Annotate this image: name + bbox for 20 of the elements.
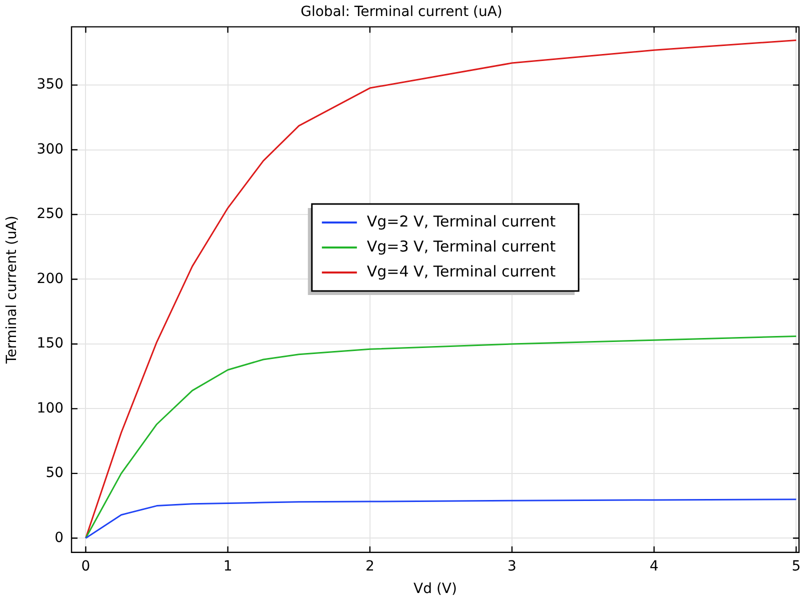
legend-label: Vg=2 V, Terminal current bbox=[366, 212, 556, 230]
x-tick-label: 3 bbox=[508, 558, 516, 574]
y-tick-label: 300 bbox=[36, 141, 64, 158]
y-tick-label: 250 bbox=[36, 206, 64, 222]
legend-label: Vg=4 V, Terminal current bbox=[366, 262, 556, 280]
y-tick-label: 350 bbox=[36, 76, 64, 93]
x-tick-label: 1 bbox=[223, 558, 232, 574]
y-tick-label: 200 bbox=[36, 270, 64, 287]
x-tick-label: 4 bbox=[650, 558, 659, 574]
legend-label: Vg=3 V, Terminal current bbox=[366, 237, 556, 256]
y-tick-label: 150 bbox=[36, 336, 64, 352]
y-axis-title: Terminal current (uA) bbox=[4, 216, 20, 365]
x-tick-label: 0 bbox=[81, 558, 90, 574]
x-tick-label: 5 bbox=[792, 558, 801, 574]
x-axis-title: Vd (V) bbox=[414, 581, 457, 598]
y-tick-label: 100 bbox=[36, 400, 64, 416]
y-tick-label: 0 bbox=[54, 530, 64, 546]
chart-title: Global: Terminal current (uA) bbox=[300, 4, 502, 20]
x-tick-label: 2 bbox=[365, 558, 374, 574]
y-tick-label: 50 bbox=[46, 465, 64, 482]
